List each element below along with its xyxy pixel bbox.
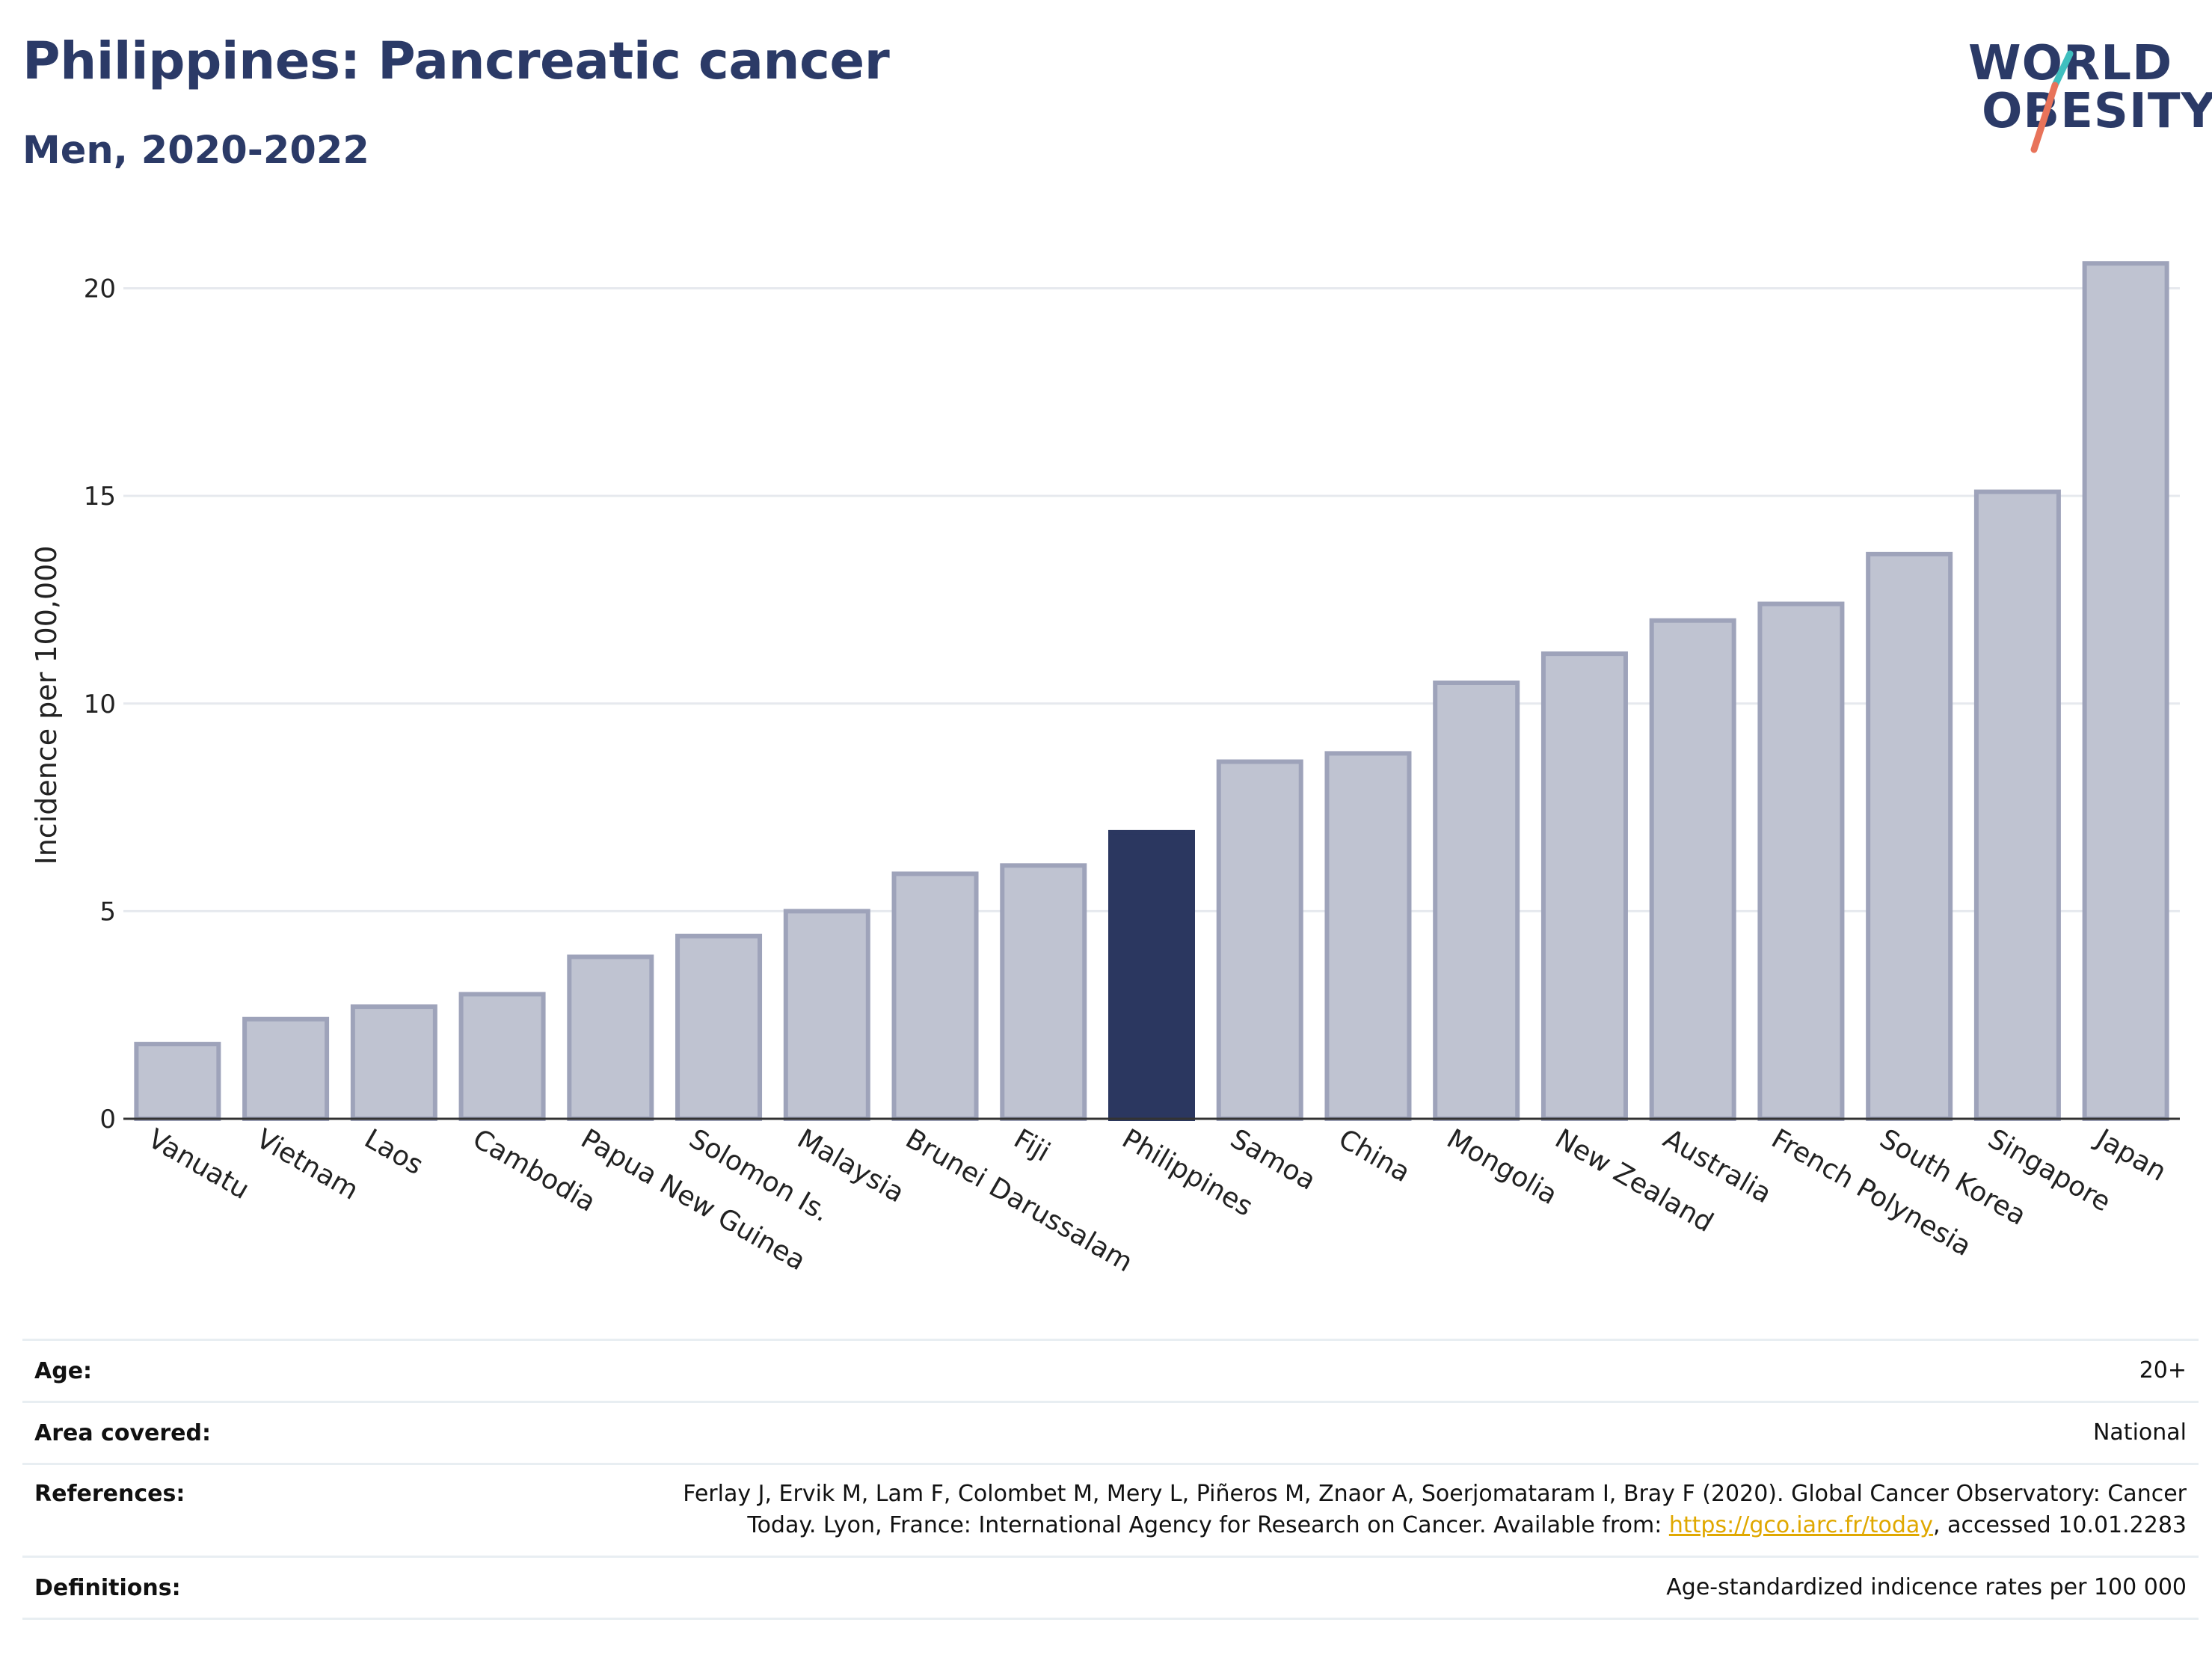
meta-row-references: References: Ferlay J, Ervik M, Lam F, Co…	[22, 1463, 2199, 1556]
y-tick-label: 0	[99, 1105, 116, 1134]
meta-references-value: Ferlay J, Ervik M, Lam F, Colombet M, Me…	[654, 1479, 2187, 1541]
meta-row-area: Area covered: National	[22, 1401, 2199, 1463]
bar-singapore	[1973, 489, 2061, 1121]
bar-china	[1324, 751, 1412, 1122]
y-tick-label: 5	[99, 897, 116, 927]
meta-row-definitions: Definitions: Age-standardized indicence …	[22, 1556, 2199, 1620]
bar-french-polynesia	[1757, 601, 1845, 1121]
x-tick-label: Vietnam	[251, 1123, 363, 1206]
bar-vietnam	[242, 1016, 330, 1121]
references-link[interactable]: https://gco.iarc.fr/today	[1668, 1512, 1934, 1538]
x-tick-label: French Polynesia	[1766, 1123, 1976, 1262]
meta-age-label: Age:	[34, 1357, 93, 1384]
meta-definitions-label: Definitions:	[34, 1574, 181, 1601]
x-tick-label: Mongolia	[1442, 1123, 1563, 1211]
y-tick-label: 15	[84, 482, 116, 512]
x-tick-label: Vanuatu	[143, 1123, 254, 1206]
page-subtitle: Men, 2020-2022	[22, 129, 369, 173]
logo-slash-icon	[2030, 50, 2074, 153]
bar-vanuatu	[134, 1042, 221, 1121]
bar-cambodia	[458, 992, 546, 1122]
bar-brunei-darussalam	[891, 871, 979, 1122]
meta-age-value: 20+	[2139, 1357, 2187, 1384]
y-tick-labels: 0 5 10 15 20	[84, 274, 116, 1134]
logo-text-world: WORLD	[1968, 36, 2173, 91]
bar-mongolia	[1433, 681, 1520, 1121]
bars	[134, 261, 2169, 1122]
references-accessed: , accessed 10.01.2283	[1933, 1512, 2187, 1538]
y-tick-label: 10	[84, 690, 116, 719]
bar-new-zealand	[1540, 651, 1628, 1121]
meta-area-value: National	[2092, 1419, 2187, 1446]
x-tick-label: Laos	[359, 1123, 428, 1181]
bar-south-korea	[1866, 551, 1953, 1121]
bar-japan	[2082, 261, 2169, 1122]
bar-laos	[350, 1004, 437, 1121]
bar-fiji	[1000, 863, 1087, 1122]
meta-area-label: Area covered:	[34, 1419, 211, 1446]
y-axis-label: Incidence per 100,000	[30, 545, 63, 865]
meta-row-age: Age: 20+	[22, 1339, 2199, 1401]
bar-samoa	[1216, 759, 1303, 1121]
logo-text-obesity: OBESITY	[1982, 84, 2212, 139]
x-tick-label: China	[1333, 1123, 1416, 1188]
page-title: Philippines: Pancreatic cancer	[22, 31, 890, 91]
world-obesity-logo: WORLD OBESITY	[1959, 22, 2212, 157]
metadata-table: Age: 20+ Area covered: National Referenc…	[22, 1339, 2199, 1620]
x-tick-label: Cambodia	[467, 1123, 600, 1218]
bar-malaysia	[783, 909, 870, 1122]
x-tick-label: Fiji	[1009, 1123, 1055, 1168]
bar-papua-new-guinea	[567, 954, 654, 1122]
bar-philippines	[1108, 829, 1195, 1122]
bar-solomon-is	[675, 933, 763, 1121]
meta-references-label: References:	[34, 1481, 185, 1507]
x-tick-label: Japan	[2089, 1123, 2171, 1188]
bar-australia	[1649, 618, 1736, 1121]
meta-definitions-value: Age-standardized indicence rates per 100…	[1666, 1574, 2187, 1600]
y-tick-label: 20	[84, 274, 116, 304]
references-text: Ferlay J, Ervik M, Lam F, Colombet M, Me…	[683, 1481, 2187, 1538]
